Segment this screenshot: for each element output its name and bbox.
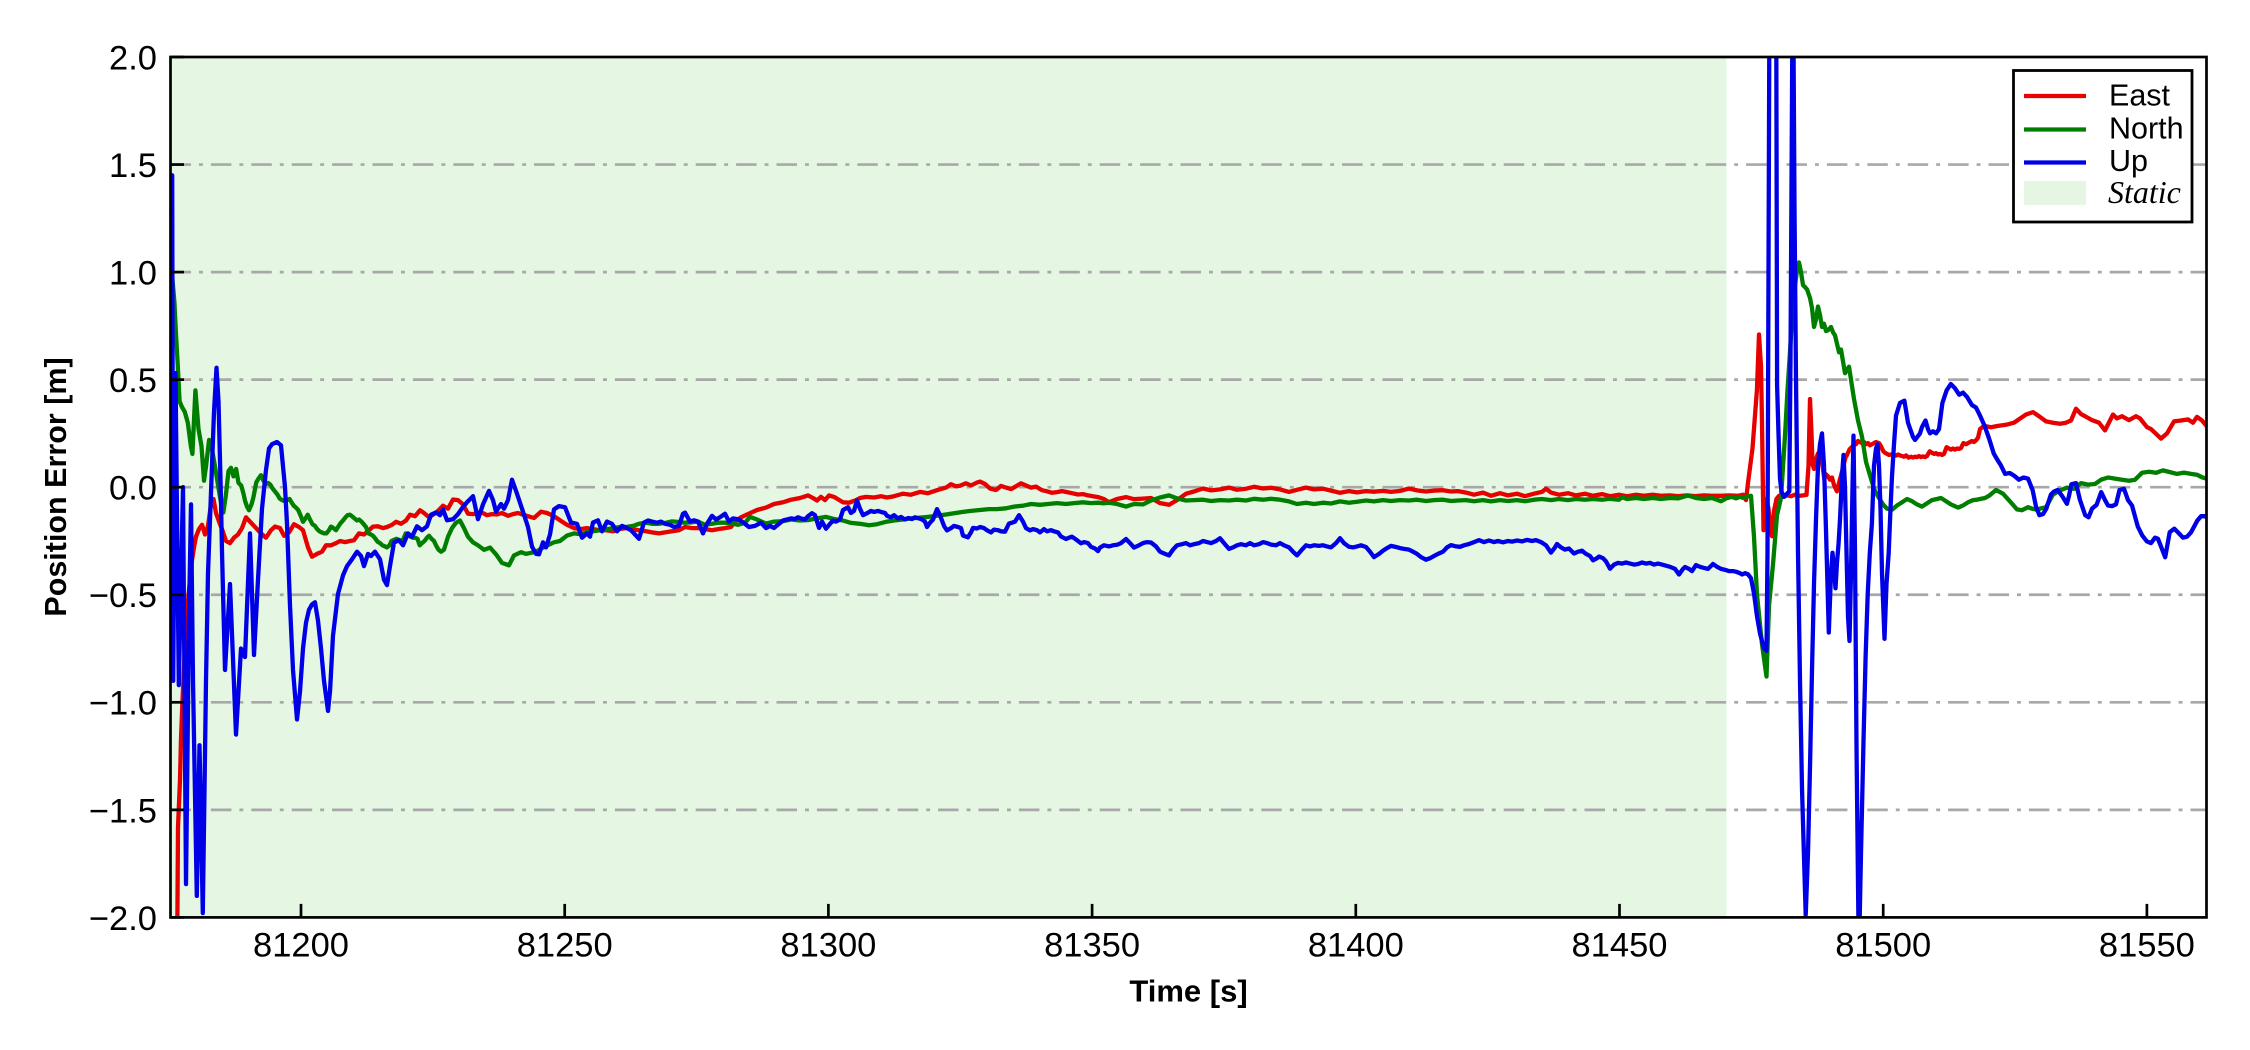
svg-text:81450: 81450 — [1572, 927, 1668, 965]
svg-text:−0.5: −0.5 — [89, 577, 157, 615]
svg-text:2.0: 2.0 — [109, 39, 157, 77]
svg-text:81400: 81400 — [1308, 927, 1404, 965]
svg-text:North: North — [2109, 112, 2184, 146]
svg-text:0.5: 0.5 — [109, 362, 157, 400]
svg-text:81350: 81350 — [1044, 927, 1140, 965]
svg-text:Time [s]: Time [s] — [1129, 974, 1247, 1009]
svg-text:1.5: 1.5 — [109, 147, 157, 185]
svg-text:East: East — [2109, 79, 2171, 113]
svg-text:81250: 81250 — [517, 927, 613, 965]
svg-text:Static: Static — [2108, 174, 2181, 210]
svg-text:81550: 81550 — [2099, 927, 2195, 965]
svg-text:Up: Up — [2109, 144, 2148, 178]
svg-text:−1.0: −1.0 — [89, 685, 157, 723]
svg-text:0.0: 0.0 — [109, 470, 157, 508]
svg-text:81300: 81300 — [780, 927, 876, 965]
svg-text:81500: 81500 — [1835, 927, 1931, 965]
svg-text:−2.0: −2.0 — [89, 900, 157, 938]
svg-text:1.0: 1.0 — [109, 255, 157, 293]
svg-text:81200: 81200 — [253, 927, 349, 965]
svg-text:Position Error [m]: Position Error [m] — [39, 357, 73, 616]
svg-text:−1.5: −1.5 — [89, 792, 157, 830]
